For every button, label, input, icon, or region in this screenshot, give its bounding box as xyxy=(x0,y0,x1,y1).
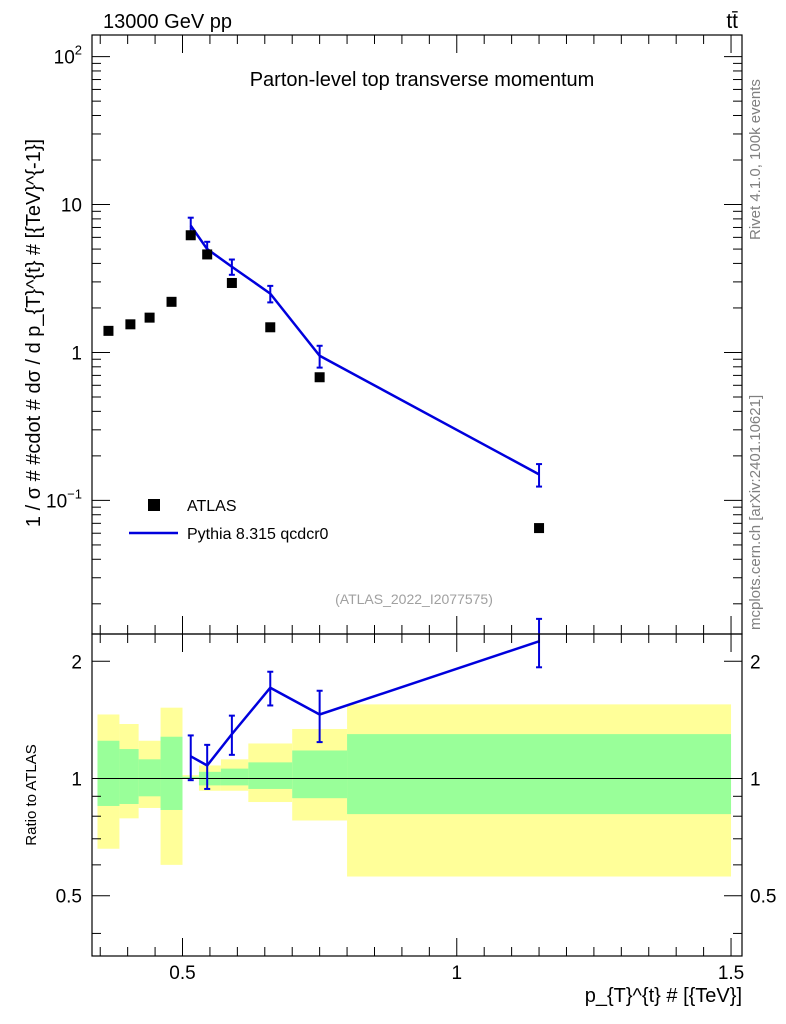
ratio-band-inner xyxy=(119,749,139,804)
x-tick-labels: 0.5 1 1.5 xyxy=(169,963,744,984)
legend: ATLAS Pythia 8.315 qcdcr0 xyxy=(129,498,329,543)
ratio-y-tick-label-right: 0.5 xyxy=(750,887,776,908)
ratio-y-tick-label-left: 1 xyxy=(71,769,82,790)
main-y-tick-label: 1 xyxy=(71,343,82,364)
main-y-tick-label: 10−1 xyxy=(46,486,82,512)
ratio-band-inner xyxy=(160,736,183,810)
legend-atlas-label: ATLAS xyxy=(187,498,237,515)
ratio-panel-frame xyxy=(91,633,743,957)
atlas-data-point xyxy=(166,296,177,307)
ratio-y-axis-label: Ratio to ATLAS xyxy=(23,744,40,845)
analysis-label: (ATLAS_2022_I2077575) xyxy=(335,591,493,607)
ratio-band-inner xyxy=(292,750,348,799)
atlas-data-markers xyxy=(103,230,545,534)
x-axis-label: p_{T}^{t} # [{TeV}] xyxy=(585,985,742,1007)
x-tick-label: 1 xyxy=(451,963,462,984)
ratio-y-tick-labels: 0.5 0.5 1 1 2 2 xyxy=(56,652,777,907)
mc-series-ratio xyxy=(187,617,543,790)
ratio-band-inner xyxy=(220,768,249,786)
main-y-ticks xyxy=(92,56,742,605)
ratio-y-tick-label-left: 0.5 xyxy=(56,887,82,908)
ratio-band-inner xyxy=(248,762,293,789)
legend-atlas-marker xyxy=(148,499,160,511)
ratio-y-tick-label-right: 2 xyxy=(750,652,761,673)
atlas-data-point xyxy=(314,372,325,383)
chart-title: Parton-level top transverse momentum xyxy=(250,69,595,91)
ratio-band-inner xyxy=(347,734,732,815)
main-y-tick-label: 102 xyxy=(54,43,82,69)
x-tick-label: 0.5 xyxy=(169,963,195,984)
ratio-x-ticks xyxy=(99,634,732,956)
ratio-y-ticks xyxy=(92,660,742,934)
atlas-data-point xyxy=(103,325,114,336)
energy-label: 13000 GeV pp xyxy=(103,11,232,33)
pythia-line xyxy=(189,224,540,476)
atlas-data-point xyxy=(265,322,276,333)
ratio-band-inner xyxy=(138,759,161,797)
atlas-data-point xyxy=(202,249,213,260)
pythia-ratio-line xyxy=(190,640,540,768)
atlas-data-point xyxy=(125,319,136,330)
atlas-data-point xyxy=(534,523,545,534)
main-panel: Parton-level top transverse momentum (AT… xyxy=(23,34,743,635)
ratio-panel: 0.5 0.5 1 1 2 2 0.5 1 1.5 Ratio to ATLAS xyxy=(23,617,777,984)
main-y-tick-label: 10 xyxy=(61,196,82,217)
ratio-y-tick-label-left: 2 xyxy=(71,652,82,673)
main-x-ticks xyxy=(99,35,732,634)
ratio-y-tick-label-right: 1 xyxy=(750,769,761,790)
atlas-data-point xyxy=(226,277,237,288)
ratio-uncertainty-bands xyxy=(97,704,732,877)
ratio-band-inner xyxy=(97,740,120,806)
source-label: mcplots.cern.ch [arXiv:2401.10621] xyxy=(747,395,764,630)
process-label: tt̄ xyxy=(726,10,738,33)
main-y-axis-label: 1 / σ # #cdot # dσ / d p_{T}^{t} # [{TeV… xyxy=(23,139,45,527)
rivet-version-label: Rivet 4.1.0, 100k events xyxy=(747,79,764,240)
legend-pythia-label: Pythia 8.315 qcdcr0 xyxy=(187,526,329,543)
main-y-tick-labels: 10−1 1 10 102 xyxy=(46,43,82,513)
atlas-data-point xyxy=(144,312,155,323)
atlas-data-point xyxy=(185,230,196,241)
x-tick-label: 1.5 xyxy=(718,963,744,984)
